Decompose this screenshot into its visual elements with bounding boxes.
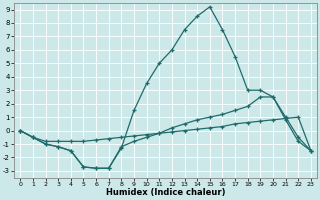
X-axis label: Humidex (Indice chaleur): Humidex (Indice chaleur) [106, 188, 225, 197]
